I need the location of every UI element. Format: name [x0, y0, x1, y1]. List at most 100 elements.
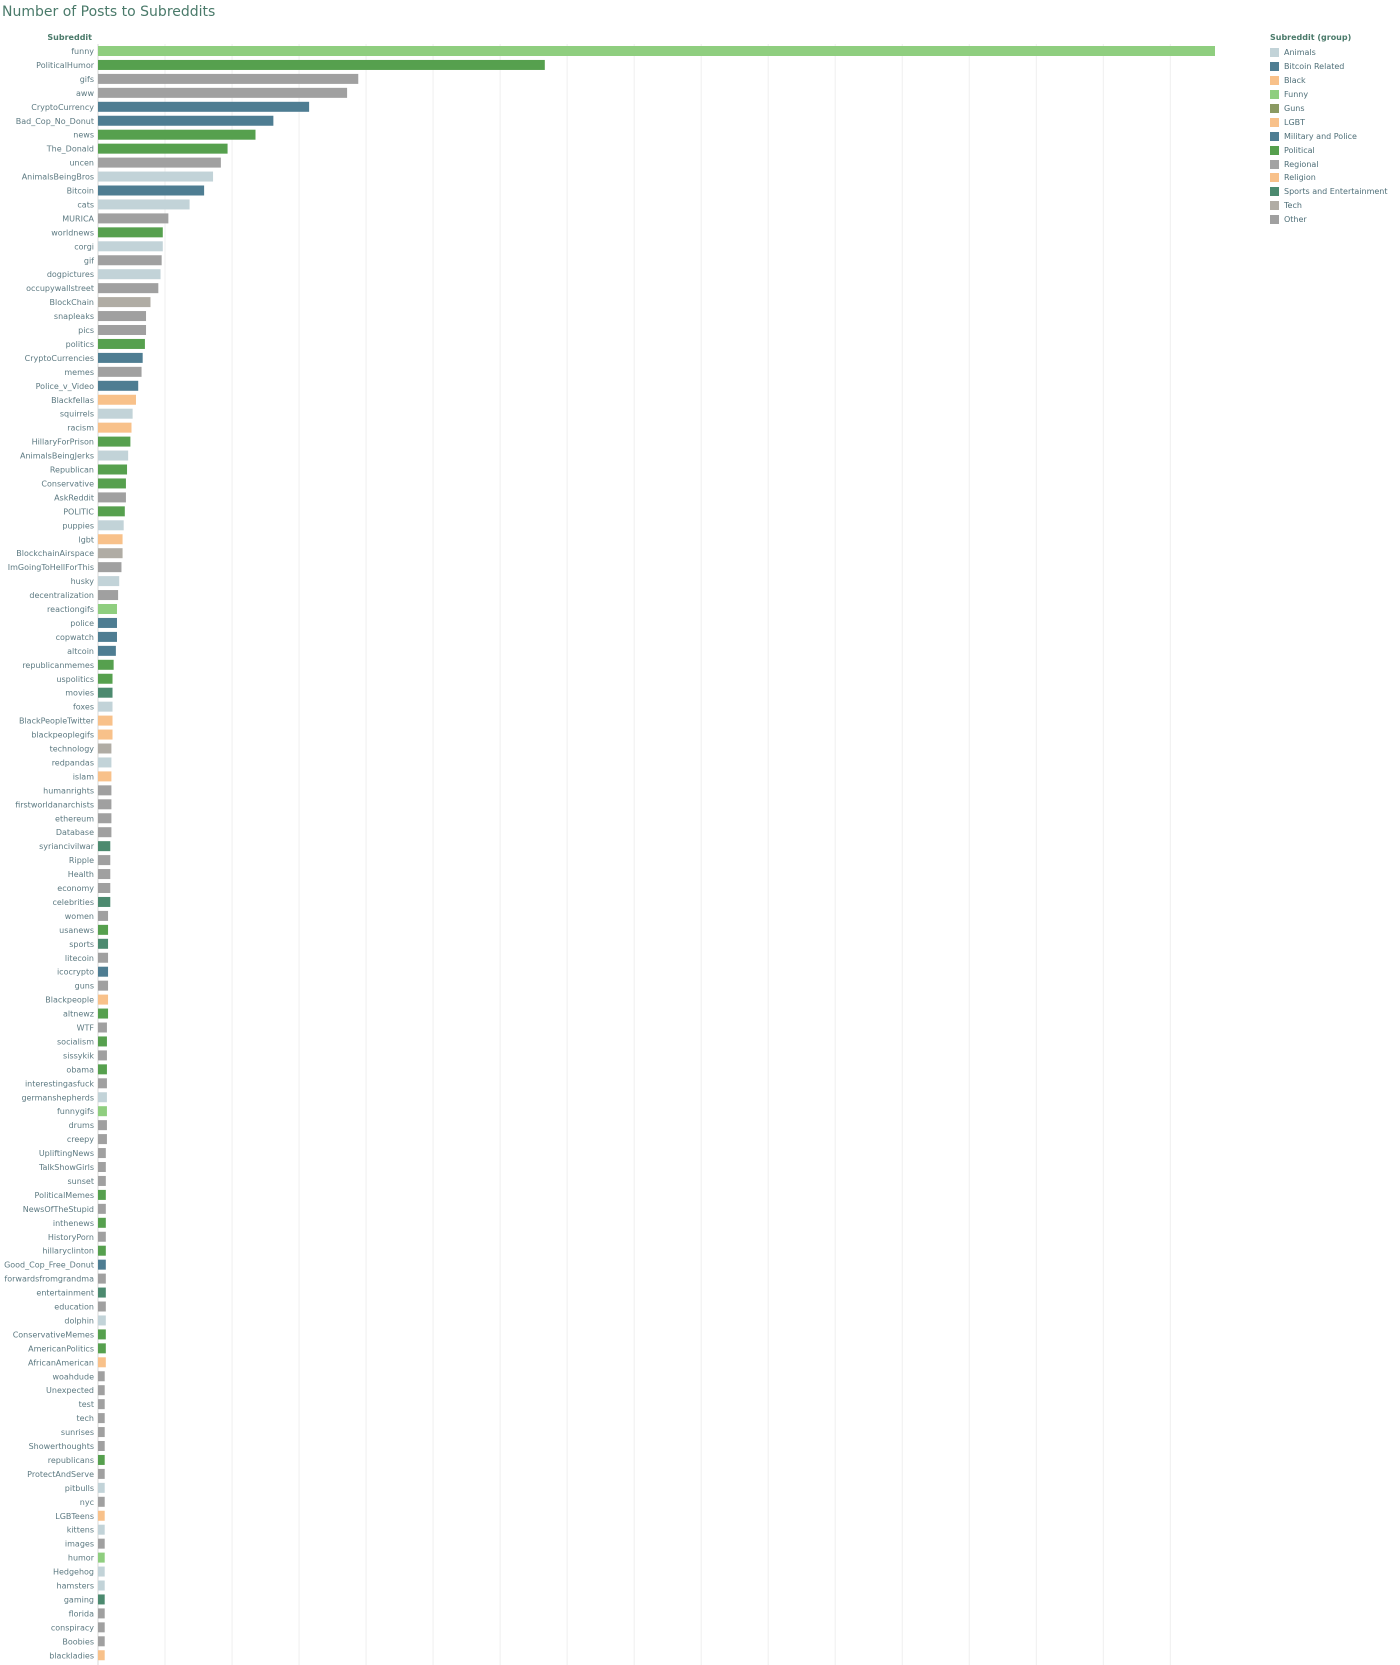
legend-item[interactable]: LGBT — [1270, 115, 1388, 129]
bar[interactable] — [98, 352, 143, 363]
bar[interactable] — [98, 185, 205, 196]
bar[interactable] — [98, 1120, 107, 1131]
bar[interactable] — [98, 338, 145, 349]
bar[interactable] — [98, 883, 111, 893]
bar[interactable] — [98, 1022, 107, 1033]
bar[interactable] — [98, 59, 545, 70]
bar[interactable] — [98, 1245, 106, 1256]
legend-item[interactable]: Tech — [1270, 199, 1388, 213]
bar[interactable] — [98, 1622, 105, 1633]
bar[interactable] — [98, 1636, 105, 1647]
bar[interactable] — [98, 1385, 105, 1396]
bar[interactable] — [98, 1343, 106, 1354]
bar[interactable] — [98, 1580, 105, 1591]
bar[interactable] — [98, 450, 129, 461]
bar[interactable] — [98, 1259, 106, 1270]
legend-item[interactable]: Bitcoin Related — [1270, 60, 1388, 74]
bar[interactable] — [98, 1399, 105, 1410]
bar[interactable] — [98, 1496, 105, 1507]
bar[interactable] — [98, 1566, 105, 1577]
bar[interactable] — [98, 855, 111, 866]
legend-item[interactable]: Funny — [1270, 88, 1388, 102]
bar[interactable] — [98, 1594, 105, 1605]
bar[interactable] — [98, 408, 133, 419]
bar[interactable] — [98, 297, 151, 308]
bar[interactable] — [98, 46, 1215, 56]
bar[interactable] — [98, 380, 139, 391]
bar[interactable] — [98, 1064, 107, 1075]
bar[interactable] — [98, 1650, 105, 1661]
bar[interactable] — [98, 115, 274, 126]
bar[interactable] — [98, 659, 114, 670]
bar[interactable] — [98, 283, 159, 294]
bar[interactable] — [98, 715, 113, 726]
bar[interactable] — [98, 492, 126, 503]
bar[interactable] — [98, 910, 109, 921]
bar[interactable] — [98, 1552, 105, 1563]
bar[interactable] — [98, 1106, 107, 1117]
bar[interactable] — [98, 631, 117, 642]
bar[interactable] — [98, 422, 132, 433]
bar[interactable] — [98, 269, 161, 280]
bar[interactable] — [98, 743, 112, 754]
bar[interactable] — [98, 1371, 105, 1382]
bar[interactable] — [98, 1357, 106, 1368]
bar[interactable] — [98, 785, 112, 796]
bar[interactable] — [98, 506, 125, 517]
bar[interactable] — [98, 1287, 106, 1298]
bar[interactable] — [98, 869, 111, 880]
bar[interactable] — [98, 1608, 105, 1619]
bar[interactable] — [98, 255, 162, 266]
legend-item[interactable]: Sports and Entertainment — [1270, 185, 1388, 199]
bar[interactable] — [98, 157, 221, 168]
legend-item[interactable]: Regional — [1270, 157, 1388, 171]
bar[interactable] — [98, 576, 120, 587]
bar[interactable] — [98, 199, 190, 210]
bar[interactable] — [98, 1482, 105, 1493]
bar[interactable] — [98, 366, 142, 377]
bar[interactable] — [98, 325, 147, 335]
bar[interactable] — [98, 73, 359, 84]
bar[interactable] — [98, 478, 126, 489]
bar[interactable] — [98, 645, 116, 656]
bar[interactable] — [98, 1315, 106, 1326]
bar[interactable] — [98, 1329, 106, 1340]
bar[interactable] — [98, 1203, 106, 1214]
bar[interactable] — [98, 1078, 107, 1089]
bar[interactable] — [98, 966, 109, 977]
bar[interactable] — [98, 604, 117, 614]
bar[interactable] — [98, 1301, 106, 1312]
bar[interactable] — [98, 813, 112, 824]
bar[interactable] — [98, 1441, 105, 1451]
bar[interactable] — [98, 1231, 106, 1242]
bar[interactable] — [98, 1524, 105, 1535]
bar[interactable] — [98, 1273, 106, 1284]
bar[interactable] — [98, 1217, 106, 1228]
bar[interactable] — [98, 673, 113, 684]
bar[interactable] — [98, 1162, 106, 1172]
bar[interactable] — [98, 520, 124, 531]
bar[interactable] — [98, 436, 131, 447]
legend-item[interactable]: Other — [1270, 213, 1388, 227]
bar[interactable] — [98, 938, 109, 949]
bar[interactable] — [98, 729, 113, 740]
bar[interactable] — [98, 1538, 105, 1549]
bar[interactable] — [98, 1175, 106, 1186]
bar[interactable] — [98, 841, 111, 852]
bar[interactable] — [98, 87, 348, 98]
bar[interactable] — [98, 687, 113, 698]
bar[interactable] — [98, 1468, 105, 1479]
bar[interactable] — [98, 548, 123, 559]
bar[interactable] — [98, 143, 228, 154]
bar[interactable] — [98, 924, 109, 935]
bar[interactable] — [98, 1148, 106, 1159]
bar[interactable] — [98, 757, 112, 768]
legend-item[interactable]: Religion — [1270, 171, 1388, 185]
bar[interactable] — [98, 213, 169, 224]
bar[interactable] — [98, 227, 163, 238]
bar[interactable] — [98, 1454, 105, 1465]
bar[interactable] — [98, 952, 109, 963]
bar[interactable] — [98, 129, 256, 140]
bar[interactable] — [98, 1092, 107, 1103]
legend-item[interactable]: Military and Police — [1270, 129, 1388, 143]
